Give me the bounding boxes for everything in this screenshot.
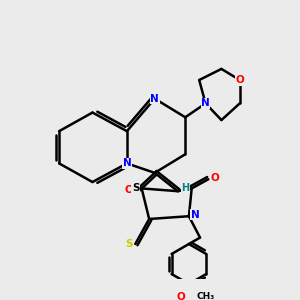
Text: N: N — [123, 158, 131, 168]
Text: S: S — [132, 183, 139, 194]
Text: N: N — [190, 210, 200, 220]
Text: N: N — [150, 94, 159, 104]
Text: O: O — [177, 292, 185, 300]
Text: S: S — [125, 239, 133, 249]
Text: O: O — [125, 185, 134, 195]
Text: O: O — [211, 173, 220, 183]
Text: N: N — [201, 98, 210, 108]
Text: O: O — [236, 75, 244, 85]
Text: CH₃: CH₃ — [197, 292, 215, 300]
Text: H: H — [182, 183, 190, 193]
